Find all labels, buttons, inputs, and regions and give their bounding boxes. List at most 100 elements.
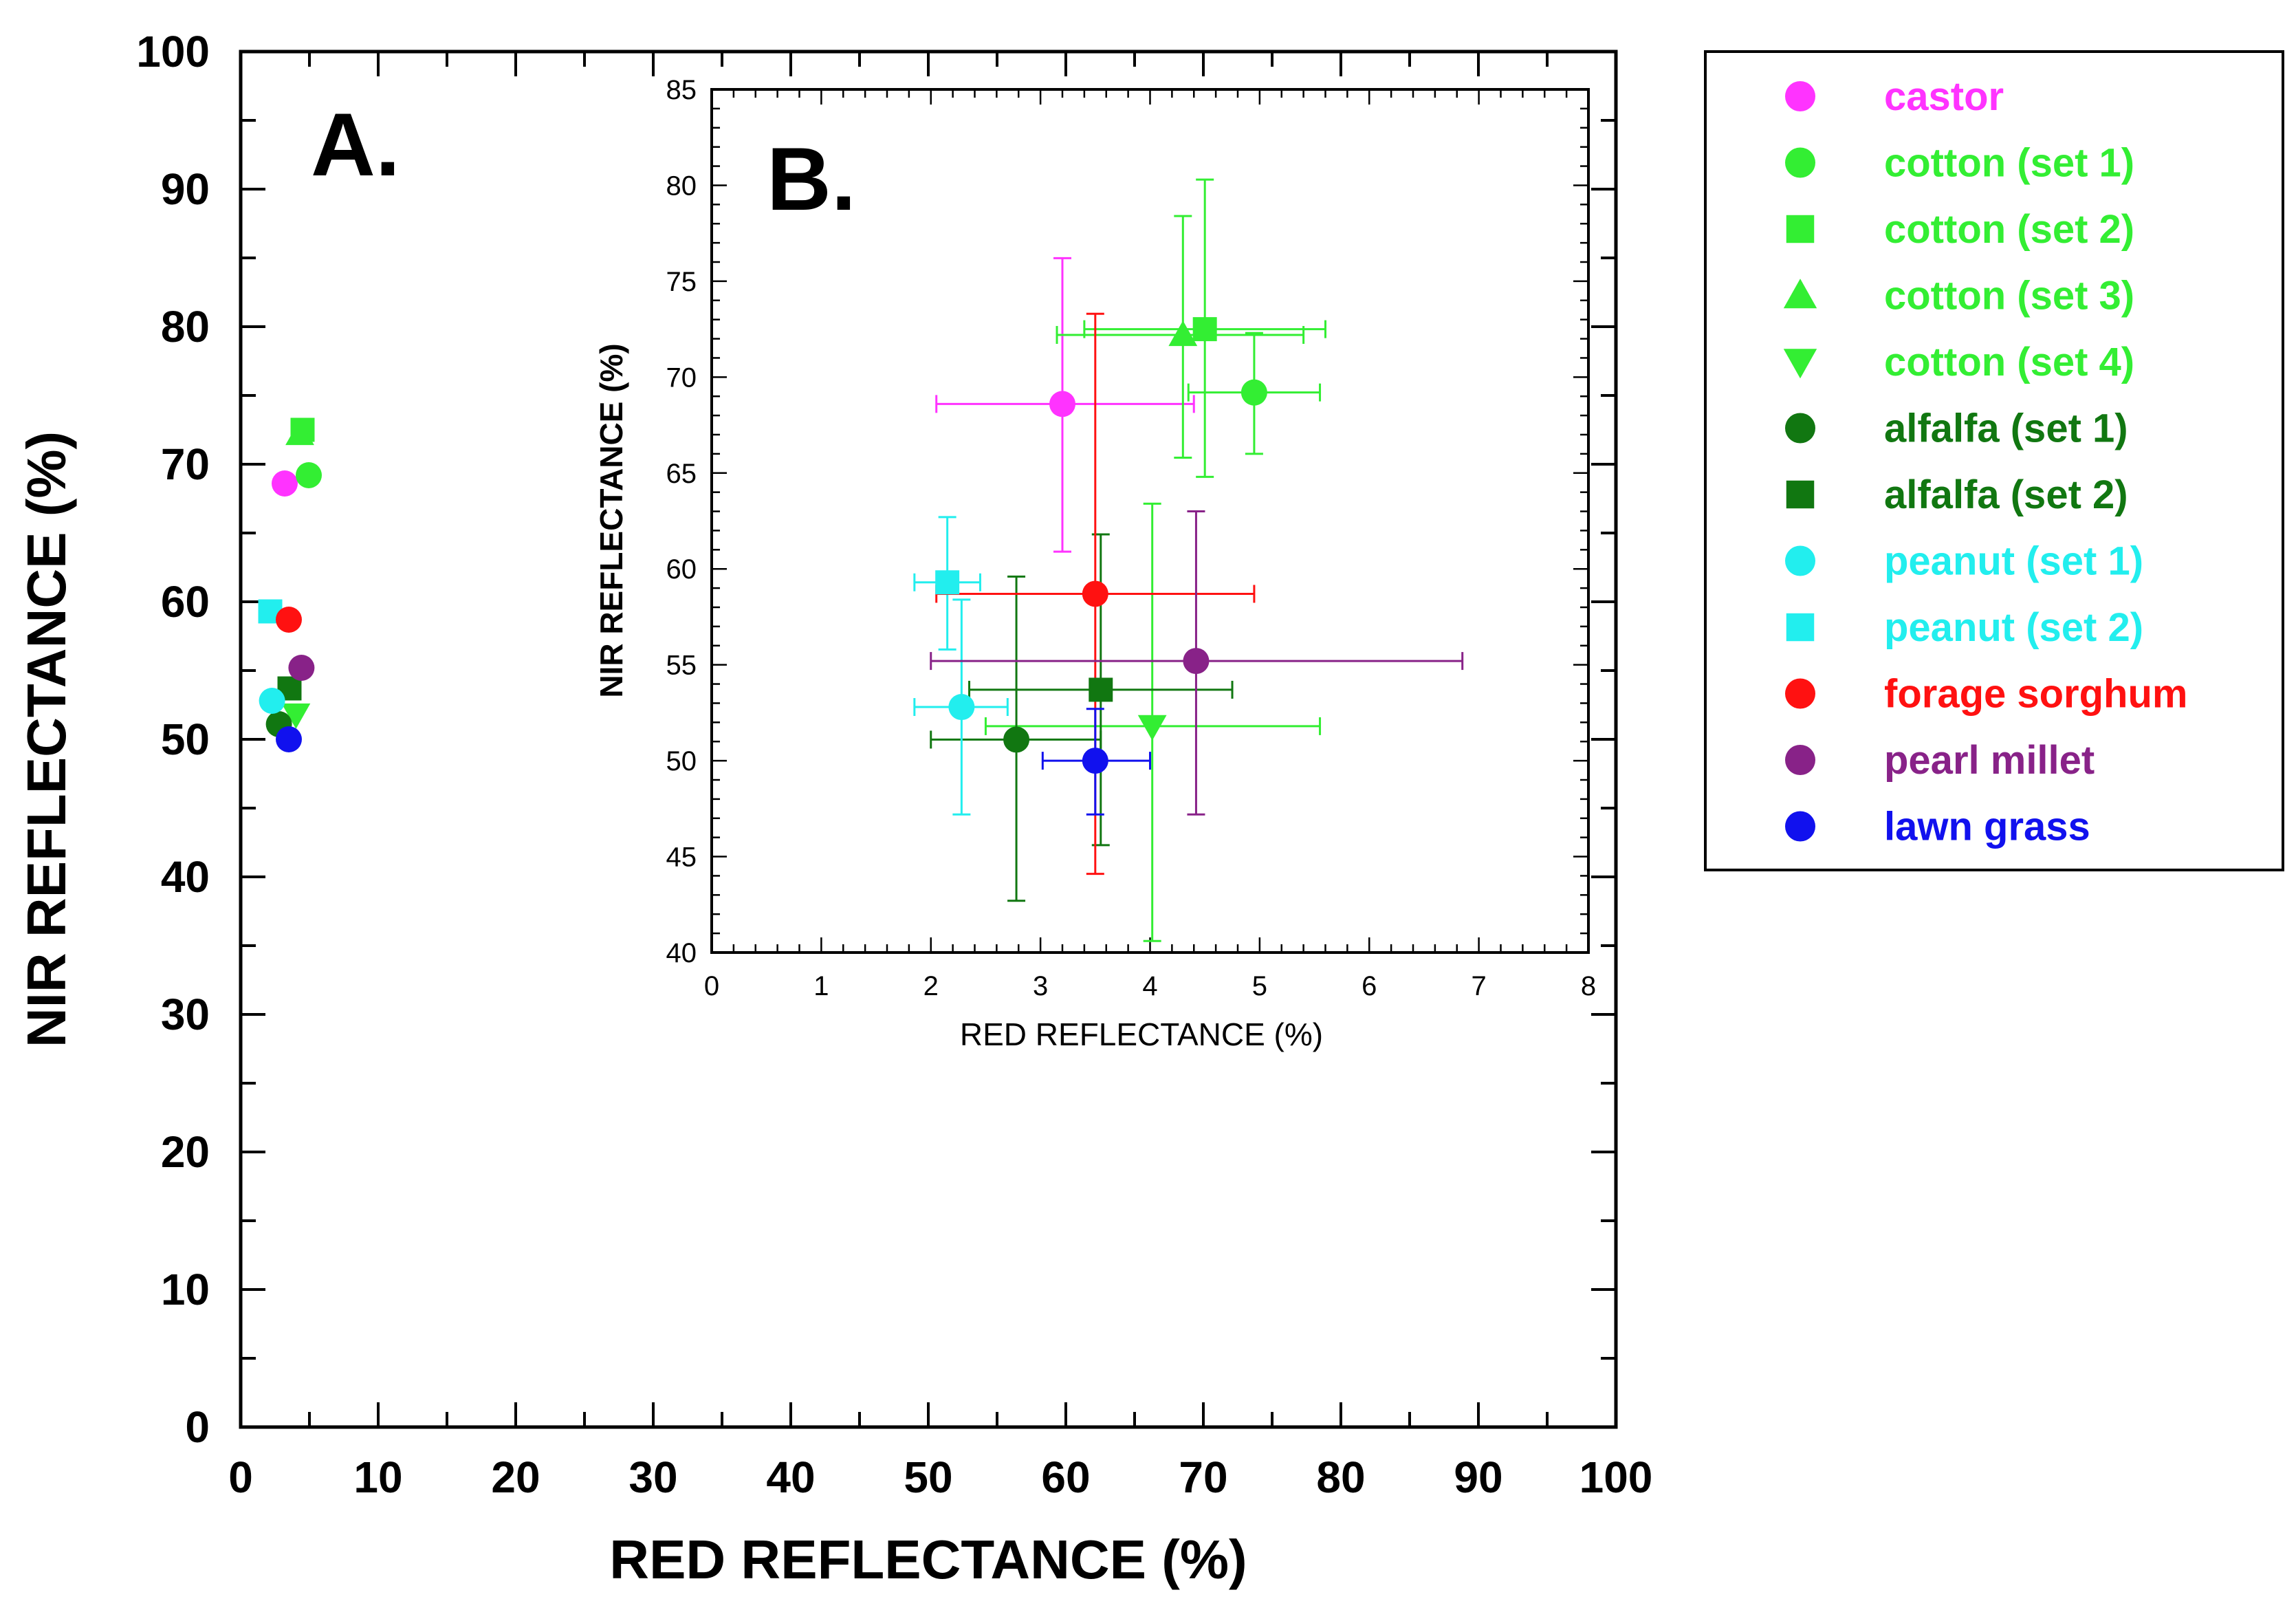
panel-b-x-tick-label: 4 xyxy=(1142,971,1157,1001)
panel-a-y-tick-label: 10 xyxy=(161,1265,210,1314)
legend-label: cotton (set 1) xyxy=(1884,141,2134,186)
panel-a-x-tick-label: 10 xyxy=(353,1453,402,1502)
legend-label: lawn grass xyxy=(1884,805,2090,849)
panel-a-x-tick-label: 20 xyxy=(491,1453,540,1502)
legend-label: peanut (set 1) xyxy=(1884,539,2143,584)
panel-b-point-forage-sorghum xyxy=(1082,580,1108,607)
legend-marker xyxy=(1783,279,1817,309)
panel-b-y-tick-label: 50 xyxy=(666,746,697,776)
legend-marker xyxy=(1785,147,1815,178)
panel-b-letter: B. xyxy=(767,129,856,229)
panel-b-y-tick-label: 55 xyxy=(666,651,697,681)
panel-b-x-tick-labels: 0 1 2 3 4 5 6 7 8 xyxy=(704,971,1596,1001)
panel-a-x-axis-label: RED REFLECTANCE (%) xyxy=(609,1529,1247,1590)
panel-b-x-tick-label: 5 xyxy=(1252,971,1267,1001)
panel-b-y-tick-label: 80 xyxy=(666,171,697,201)
legend-item-peanut-set-1: peanut (set 1) xyxy=(1785,539,2143,584)
legend-marker xyxy=(1786,215,1815,243)
panel-a-x-tick-label: 0 xyxy=(228,1453,253,1502)
legend-label: forage sorghum xyxy=(1884,672,2188,717)
legend-label: cotton (set 4) xyxy=(1884,340,2134,384)
panel-b-point-peanut-set-2 xyxy=(935,570,960,595)
panel-a-point-cotton-set-1 xyxy=(296,462,322,488)
legend: castor cotton (set 1) cotton (set 2) cotton… xyxy=(1704,50,2284,871)
panel-b-x-tick-label: 7 xyxy=(1472,971,1487,1001)
legend-marker xyxy=(1786,613,1815,642)
panel-b-point-cotton-set-2 xyxy=(1192,317,1217,342)
legend-label: alfalfa (set 2) xyxy=(1884,472,2128,517)
panel-b-y-tick-label: 70 xyxy=(666,362,697,393)
panel-b-x-tick-label: 2 xyxy=(923,971,939,1001)
legend-label: castor xyxy=(1884,74,2004,119)
panel-a-y-tick-label: 60 xyxy=(161,577,210,627)
legend-marker xyxy=(1785,811,1815,842)
panel-b-x-tick-label: 3 xyxy=(1033,971,1048,1001)
panel-b-point-cotton-set-3 xyxy=(1168,320,1198,347)
legend-item-cotton-set-2: cotton (set 2) xyxy=(1786,207,2134,252)
panel-a-point-cotton-set-3 xyxy=(285,420,314,446)
panel-a-points xyxy=(258,417,322,752)
panel-b-point-cotton-set-1 xyxy=(1240,379,1267,406)
panel-a-chart: 0 10 20 30 40 50 60 70 80 90 100 01020304050607080… xyxy=(16,27,1652,1590)
legend-marker xyxy=(1786,480,1815,509)
legend-item-peanut-set-2: peanut (set 2) xyxy=(1786,605,2143,650)
panel-b-y-tick-label: 60 xyxy=(666,554,697,585)
legend-label: cotton (set 3) xyxy=(1884,274,2134,318)
panel-b-y-tick-label: 85 xyxy=(666,75,697,105)
panel-a-y-tick-labels: 0 10 20 30 40 50 60 70 80 90 100 xyxy=(136,27,210,1452)
panel-b-point-lawn-grass xyxy=(1082,748,1108,774)
panel-b-point-alfalfa-set-1 xyxy=(1003,726,1030,753)
panel-b-x-tick-label: 0 xyxy=(704,971,719,1001)
legend-item-alfalfa-set-1: alfalfa (set 1) xyxy=(1785,406,2128,451)
panel-a-point-peanut-set-1 xyxy=(259,688,285,714)
panel-a-ticks xyxy=(239,50,1617,1428)
panel-a-x-tick-labels: 0 10 20 30 40 50 60 70 80 90 100 xyxy=(228,1453,1652,1502)
legend-marker xyxy=(1785,81,1815,111)
panel-b-ticks xyxy=(710,88,1590,954)
panel-a-y-axis-label: NIR REFLECTANCE (%) xyxy=(16,431,77,1047)
legend-item-cotton-set-3: cotton (set 3) xyxy=(1783,274,2134,318)
legend-item-alfalfa-set-2: alfalfa (set 2) xyxy=(1786,472,2128,517)
panel-b-y-tick-label: 40 xyxy=(666,938,697,968)
legend-item-pearl-millet: pearl millet xyxy=(1785,738,2095,783)
panel-b-y-axis-label: NIR REFLECTANCE (%) xyxy=(593,343,629,697)
panel-b-y-tick-label: 75 xyxy=(666,267,697,297)
legend-item-forage-sorghum: forage sorghum xyxy=(1785,672,2188,717)
panel-a-y-tick-label: 50 xyxy=(161,715,210,764)
panel-a-y-tick-label: 70 xyxy=(161,439,210,489)
panel-a-x-tick-label: 50 xyxy=(904,1453,952,1502)
legend-marker xyxy=(1783,349,1817,379)
panel-b-point-castor xyxy=(1049,391,1075,417)
legend-items: castor cotton (set 1) cotton (set 2) cotton… xyxy=(1783,74,2188,849)
panel-a-letter: A. xyxy=(311,94,400,195)
panel-a-x-tick-label: 100 xyxy=(1579,1453,1653,1502)
panel-a-point-cotton-set-4 xyxy=(281,703,311,729)
panel-b-x-axis-label: RED REFLECTANCE (%) xyxy=(960,1016,1323,1052)
panel-a-x-tick-label: 40 xyxy=(766,1453,815,1502)
panel-a-x-tick-label: 30 xyxy=(628,1453,677,1502)
panel-a-y-tick-label: 100 xyxy=(136,27,210,76)
legend-item-lawn-grass: lawn grass xyxy=(1785,805,2090,849)
panel-a-x-tick-label: 70 xyxy=(1179,1453,1227,1502)
panel-b-y-tick-labels: 40 45 50 55 60 65 70 75 80 85 xyxy=(666,75,697,968)
legend-label: pearl millet xyxy=(1884,738,2095,783)
panel-b-point-alfalfa-set-2 xyxy=(1089,677,1113,702)
panel-b-background xyxy=(712,89,1588,953)
panel-a-point-pearl-millet xyxy=(288,655,315,681)
panel-a-y-tick-label: 40 xyxy=(161,852,210,902)
panel-a-point-lawn-grass xyxy=(276,726,302,752)
panel-a-x-tick-label: 60 xyxy=(1041,1453,1090,1502)
panel-a-y-tick-label: 90 xyxy=(161,164,210,214)
panel-a-y-tick-label: 30 xyxy=(161,990,210,1039)
panel-a-y-tick-label: 0 xyxy=(185,1402,210,1452)
panel-a-x-tick-label: 90 xyxy=(1454,1453,1502,1502)
panel-b-y-tick-label: 65 xyxy=(666,459,697,489)
legend-label: cotton (set 2) xyxy=(1884,207,2134,252)
panel-a-point-castor xyxy=(272,470,298,497)
panel-b-x-tick-label: 1 xyxy=(813,971,829,1001)
legend-marker xyxy=(1785,545,1815,576)
legend-item-cotton-set-1: cotton (set 1) xyxy=(1785,141,2134,186)
panel-a-x-tick-label: 80 xyxy=(1316,1453,1365,1502)
panel-a-point-forage-sorghum xyxy=(276,607,302,633)
